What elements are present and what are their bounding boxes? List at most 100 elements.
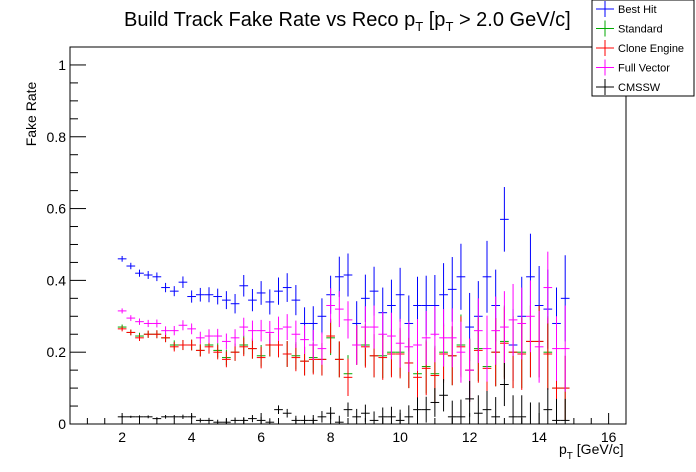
data-point [526, 402, 535, 425]
data-point [387, 312, 396, 360]
data-point [239, 274, 249, 297]
data-point [222, 419, 231, 424]
x-tick-label: 8 [327, 429, 335, 445]
data-point [482, 390, 492, 424]
data-point [152, 330, 162, 339]
data-point [369, 305, 379, 349]
data-point [248, 288, 257, 312]
data-point [543, 388, 553, 424]
data-point [500, 291, 509, 363]
data-point [308, 329, 318, 361]
data-point [352, 408, 362, 424]
data-point [552, 316, 561, 381]
data-point [300, 415, 309, 424]
data-point [282, 341, 292, 367]
data-point [274, 405, 283, 414]
data-point [517, 287, 527, 360]
data-point [274, 316, 283, 342]
data-point [369, 411, 379, 424]
data-point [491, 397, 501, 424]
data-point [169, 415, 179, 419]
legend-label: Best Hit [618, 4, 657, 16]
data-point [317, 411, 327, 423]
data-point [117, 326, 127, 332]
data-point [361, 404, 370, 422]
data-point [248, 320, 257, 341]
data-point [126, 415, 136, 418]
data-point [152, 272, 162, 282]
data-point [534, 402, 544, 425]
x-tick-label: 10 [392, 429, 408, 445]
y-tick-label: 0.2 [47, 344, 67, 360]
data-point [343, 402, 353, 417]
data-point [248, 338, 257, 359]
data-point [222, 351, 231, 368]
data-point [482, 315, 492, 382]
data-point [178, 339, 188, 351]
legend-label: CMSSW [618, 82, 661, 94]
data-point [239, 317, 249, 337]
data-point [256, 346, 266, 369]
data-point [143, 319, 153, 328]
data-point [230, 294, 240, 314]
data-point [334, 415, 344, 424]
data-point [274, 277, 283, 305]
data-point [117, 415, 127, 418]
data-point [195, 287, 205, 302]
data-point [282, 273, 292, 302]
legend-label: Clone Engine [618, 43, 684, 55]
data-point [256, 319, 266, 342]
data-point [378, 407, 388, 424]
data-point [187, 323, 196, 335]
data-point [187, 339, 196, 351]
data-point [143, 415, 153, 419]
data-point [543, 251, 553, 324]
data-point [230, 417, 240, 424]
data-point [248, 415, 257, 423]
data-point [361, 306, 370, 348]
data-point [456, 243, 466, 310]
data-point [465, 380, 474, 417]
data-point [352, 325, 362, 365]
data-point [317, 298, 327, 335]
data-point [534, 310, 544, 383]
data-point [334, 291, 344, 328]
data-point [178, 414, 188, 419]
data-point [126, 315, 136, 321]
data-point [395, 409, 405, 424]
data-point [143, 330, 153, 338]
data-point [178, 276, 188, 288]
data-point [300, 325, 309, 354]
data-point [282, 314, 292, 340]
data-point [439, 379, 448, 412]
data-point [187, 290, 196, 303]
data-point [239, 417, 249, 424]
y-tick-label: 1 [58, 57, 66, 73]
data-point [143, 271, 153, 279]
data-point [161, 282, 170, 293]
data-point [430, 306, 440, 363]
data-point [413, 397, 422, 422]
data-point [291, 320, 301, 348]
legend-label: Full Vector [618, 63, 670, 75]
data-points [117, 187, 570, 425]
chart-title: Build Track Fake Rate vs Reco pT [pT > 2… [124, 9, 571, 34]
data-point [482, 240, 492, 313]
data-point [517, 395, 527, 424]
data-point [222, 333, 231, 350]
data-point [447, 400, 457, 424]
x-tick-label: 6 [257, 429, 265, 445]
y-tick-label: 0.6 [47, 201, 67, 217]
x-tick-label: 2 [118, 429, 126, 445]
data-point [187, 414, 196, 419]
y-tick-label: 0 [58, 416, 66, 432]
data-point [213, 345, 223, 360]
y-tick-label: 0.8 [47, 129, 67, 145]
data-point [387, 406, 396, 424]
data-point [117, 255, 127, 262]
data-point [543, 318, 553, 390]
data-point [560, 398, 570, 424]
x-tick-label: 4 [188, 429, 196, 445]
data-point [500, 362, 509, 407]
